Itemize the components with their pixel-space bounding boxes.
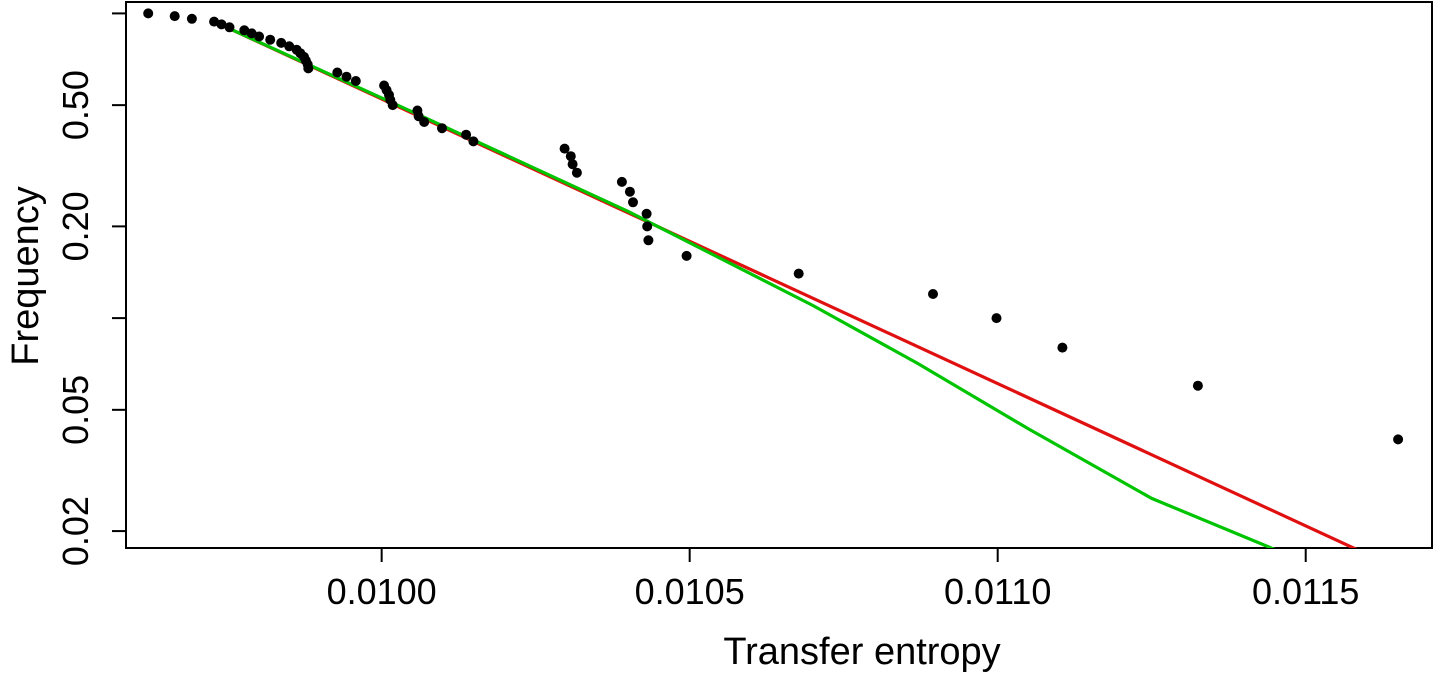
y-axis: 0.50 0.20 0.05 0.02 bbox=[55, 12, 126, 566]
x-tick-label: 0.0110 bbox=[944, 571, 1051, 612]
plot-frame bbox=[125, 1, 1433, 549]
data-point bbox=[387, 100, 398, 111]
data-point bbox=[567, 159, 578, 170]
data-point bbox=[793, 268, 804, 279]
data-point bbox=[991, 313, 1002, 324]
data-point bbox=[565, 151, 576, 162]
data-point bbox=[641, 208, 652, 219]
data-point bbox=[341, 71, 352, 82]
data-point bbox=[559, 143, 570, 154]
data-point bbox=[303, 63, 314, 74]
x-tick-label: 0.0115 bbox=[1252, 571, 1359, 612]
y-axis-title: Frequency bbox=[5, 186, 47, 366]
fit-line-2 bbox=[213, 20, 1276, 548]
y-tick-label: 0.02 bbox=[55, 496, 96, 566]
data-point bbox=[224, 22, 235, 33]
x-tick-label: 0.0105 bbox=[635, 571, 745, 612]
data-point bbox=[616, 176, 627, 187]
data-point bbox=[681, 250, 692, 261]
data-point bbox=[419, 117, 430, 127]
data-point bbox=[1393, 434, 1404, 445]
y-tick-label: 0.50 bbox=[55, 70, 96, 140]
data-point bbox=[1192, 380, 1203, 391]
x-tick-label: 0.0100 bbox=[327, 571, 437, 612]
data-point bbox=[642, 221, 653, 232]
plot-area bbox=[125, 1, 1433, 549]
data-point bbox=[571, 167, 582, 178]
y-tick-label: 0.20 bbox=[55, 191, 96, 261]
data-point bbox=[216, 19, 227, 30]
data-point bbox=[332, 67, 343, 78]
data-points bbox=[143, 8, 1404, 445]
data-point bbox=[437, 123, 447, 134]
x-axis-title: Transfer entropy bbox=[723, 631, 1000, 673]
data-point bbox=[461, 129, 472, 140]
data-point bbox=[468, 136, 479, 147]
data-point bbox=[624, 186, 635, 197]
data-point bbox=[350, 76, 361, 86]
data-point bbox=[169, 11, 180, 22]
data-point bbox=[276, 37, 287, 48]
data-point bbox=[254, 31, 265, 42]
data-point bbox=[928, 289, 938, 299]
fit-lines bbox=[213, 20, 1358, 548]
data-point bbox=[143, 8, 154, 19]
data-point bbox=[265, 34, 276, 45]
data-point bbox=[643, 235, 654, 246]
data-point bbox=[1057, 342, 1068, 353]
data-point bbox=[628, 197, 638, 208]
y-tick-label: 0.05 bbox=[55, 375, 96, 445]
data-point bbox=[186, 13, 197, 24]
x-axis: 0.0100 0.0105 0.0110 0.0115 bbox=[327, 548, 1359, 612]
